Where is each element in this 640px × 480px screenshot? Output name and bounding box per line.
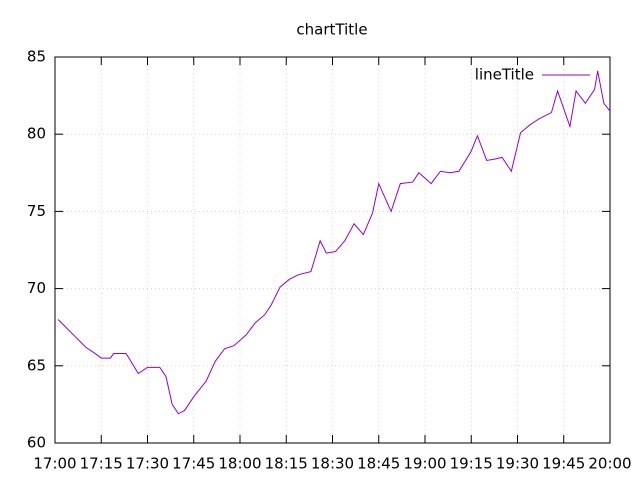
legend-label: lineTitle <box>475 66 534 84</box>
y-tick-label: 60 <box>27 434 46 452</box>
data-line <box>57 70 611 415</box>
x-tick-label: 18:15 <box>265 455 308 473</box>
chart-title: chartTitle <box>296 21 367 39</box>
y-tick-label: 80 <box>27 125 46 143</box>
x-tick-label: 18:30 <box>311 455 354 473</box>
x-tick-label: 17:30 <box>126 455 169 473</box>
plot-frame <box>54 56 611 444</box>
x-tick-label: 17:00 <box>33 455 76 473</box>
y-tick-label: 75 <box>27 202 46 220</box>
y-tick-label: 85 <box>27 48 46 66</box>
y-tick-label: 65 <box>27 356 46 374</box>
x-tick-label: 19:00 <box>403 455 446 473</box>
x-tick-label: 19:30 <box>496 455 539 473</box>
x-tick-label: 19:45 <box>542 455 585 473</box>
x-tick-label: 20:00 <box>588 455 631 473</box>
x-tick-label: 18:45 <box>357 455 400 473</box>
x-tick-label: 18:00 <box>218 455 261 473</box>
x-tick-label: 17:45 <box>172 455 215 473</box>
x-tick-label: 17:15 <box>80 455 123 473</box>
x-tick-label: 19:15 <box>450 455 493 473</box>
y-tick-label: 70 <box>27 279 46 297</box>
